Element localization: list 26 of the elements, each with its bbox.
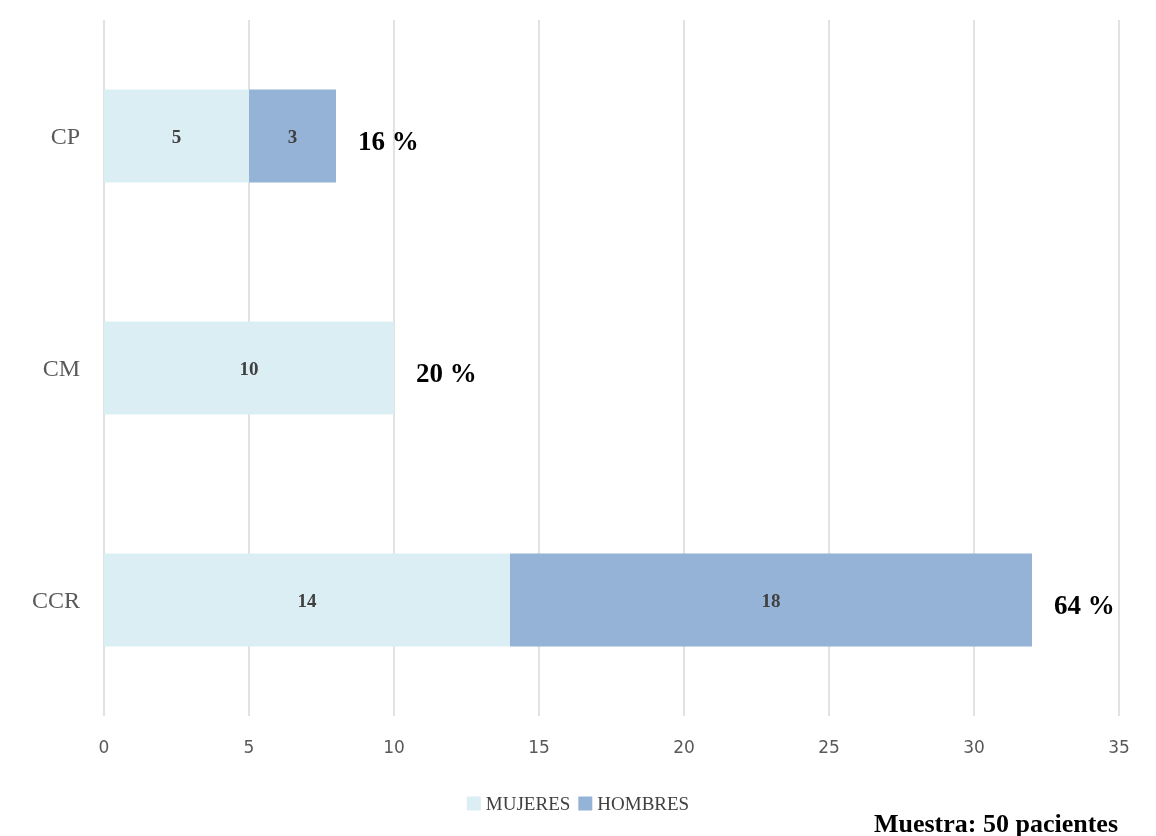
data-label: 5 bbox=[171, 125, 182, 147]
bar bbox=[104, 553, 510, 647]
x-tick-label: 20 bbox=[673, 736, 695, 757]
y-tick-label: CCR bbox=[31, 587, 80, 613]
data-label: 3 bbox=[287, 125, 298, 147]
x-tick-label: 25 bbox=[818, 736, 840, 757]
x-tick-label: 15 bbox=[528, 736, 550, 757]
y-tick-label: CP bbox=[50, 123, 80, 149]
data-label: 18 bbox=[761, 589, 781, 611]
x-tick-label: 35 bbox=[1108, 736, 1130, 757]
x-tick-label: 5 bbox=[243, 736, 255, 757]
bar bbox=[104, 321, 394, 415]
bar bbox=[510, 553, 1032, 647]
x-tick-label: 30 bbox=[963, 736, 985, 757]
y-tick-label: CM bbox=[42, 355, 80, 381]
annotation: 16 % bbox=[358, 126, 419, 156]
x-tick-label: 10 bbox=[383, 736, 405, 757]
annotation: 20 % bbox=[416, 358, 477, 388]
data-label: 10 bbox=[239, 357, 259, 379]
bar bbox=[104, 89, 249, 183]
legend-label: HOMBRES bbox=[597, 793, 690, 814]
annotation: 64 % bbox=[1054, 590, 1115, 620]
data-label: 14 bbox=[297, 589, 317, 611]
x-tick-label: 0 bbox=[98, 736, 110, 757]
legend-label: MUJERES bbox=[485, 793, 571, 814]
bar bbox=[249, 89, 336, 183]
